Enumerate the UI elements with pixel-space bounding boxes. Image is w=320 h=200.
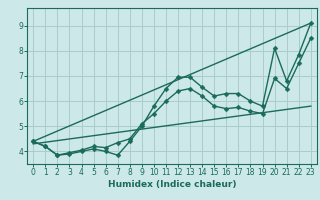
X-axis label: Humidex (Indice chaleur): Humidex (Indice chaleur) (108, 180, 236, 189)
